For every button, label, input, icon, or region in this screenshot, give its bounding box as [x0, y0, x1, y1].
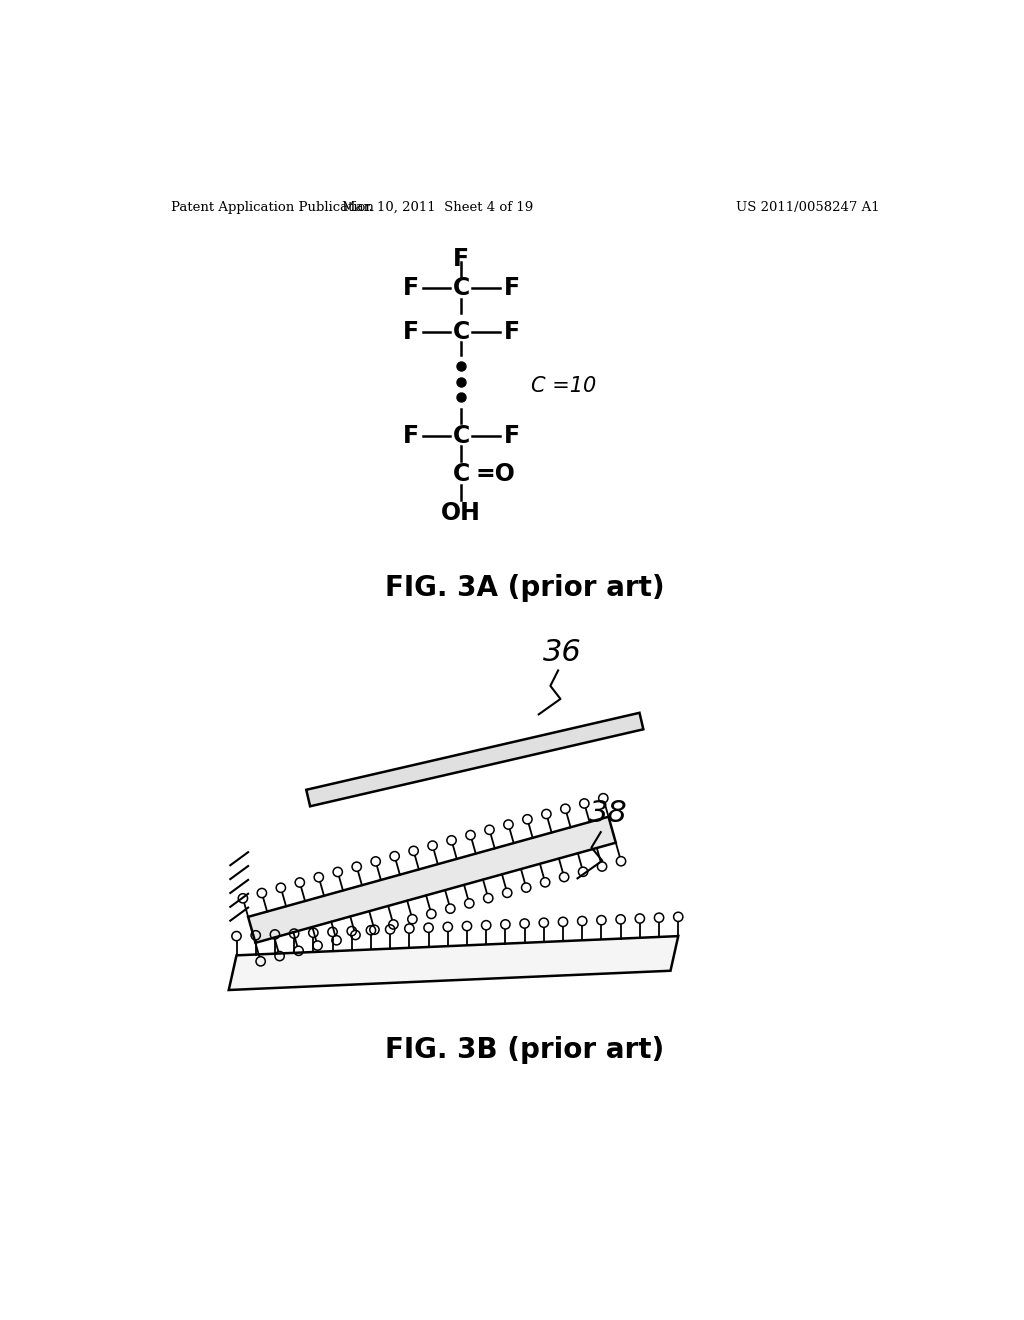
Polygon shape [248, 817, 615, 942]
Text: US 2011/0058247 A1: US 2011/0058247 A1 [736, 201, 880, 214]
Text: F: F [402, 424, 419, 447]
Text: =O: =O [475, 462, 515, 486]
Text: C: C [453, 319, 470, 343]
Polygon shape [306, 713, 643, 807]
Text: C =10: C =10 [531, 376, 596, 396]
Text: C: C [453, 462, 470, 486]
Text: F: F [504, 424, 520, 447]
Text: Mar. 10, 2011  Sheet 4 of 19: Mar. 10, 2011 Sheet 4 of 19 [342, 201, 534, 214]
Text: C: C [453, 424, 470, 447]
Text: 36: 36 [543, 638, 582, 667]
Text: 38: 38 [589, 800, 628, 829]
Text: Patent Application Publication: Patent Application Publication [171, 201, 374, 214]
Text: FIG. 3A (prior art): FIG. 3A (prior art) [385, 574, 665, 602]
Polygon shape [228, 936, 678, 990]
Text: OH: OH [441, 500, 481, 524]
Text: F: F [402, 276, 419, 300]
Text: FIG. 3B (prior art): FIG. 3B (prior art) [385, 1036, 665, 1064]
Text: C: C [453, 276, 470, 300]
Text: F: F [454, 247, 469, 271]
Text: F: F [504, 319, 520, 343]
Text: F: F [504, 276, 520, 300]
Text: F: F [402, 319, 419, 343]
